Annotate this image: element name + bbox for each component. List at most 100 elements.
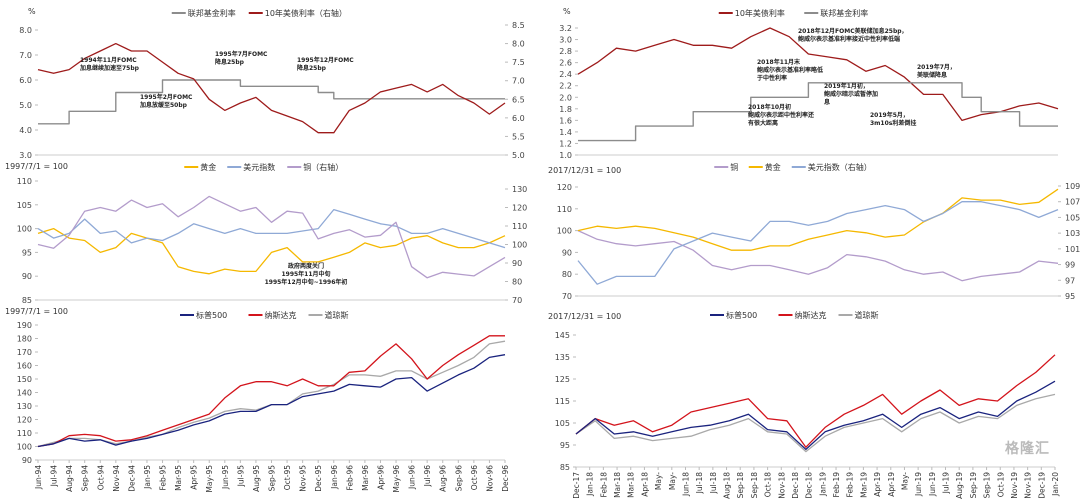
x-tick-label: Jul-18 — [695, 472, 704, 495]
x-tick-label: Jun-19 — [928, 472, 937, 497]
y-left-tick-label: 120 — [557, 183, 572, 192]
y-left-tick-label: 180 — [17, 335, 32, 344]
legend-label: 道琼斯 — [325, 310, 349, 320]
legend-item: 美元指数（右轴） — [791, 162, 872, 172]
y-left-tick-label: 115 — [555, 397, 570, 406]
y-left-tick-label: 125 — [555, 375, 570, 384]
annotation-line: 1995年12月中旬~1996年初 — [265, 278, 348, 286]
x-tick-label: Oct-95 — [283, 465, 292, 490]
legend-label: 标普500 — [726, 310, 757, 320]
y-right-tick-label: 120 — [512, 204, 527, 213]
x-tick-label: Jul-18 — [709, 472, 718, 495]
x-tick-label: Oct-96 — [470, 465, 479, 490]
y-right-tick-label: 109 — [1065, 182, 1080, 191]
x-tick-label: Apr-19 — [887, 472, 896, 497]
legend-label: 黄金 — [200, 162, 216, 172]
x-tick-label: Dec-17 — [572, 472, 581, 499]
series-line-2 — [37, 335, 505, 448]
x-tick-label: Mar-19 — [859, 472, 868, 498]
axis-unit-label: 2017/12/31 = 100 — [548, 312, 621, 321]
annotation: 2018年12月FOMC美联储加息25bp，鲍威尔表示基准利率接近中性利率低端 — [798, 27, 908, 43]
legend-label: 铜（右轴） — [303, 162, 343, 172]
y-left-tick-label: 100 — [17, 225, 32, 234]
series-line-1 — [577, 230, 1059, 282]
annotation-line: 2019年7月， — [917, 63, 956, 71]
y-left-tick-label: 90 — [562, 248, 572, 257]
series-line-2 — [575, 354, 1056, 448]
y-left-tick-label: 110 — [17, 177, 32, 186]
x-tick-label: May-96 — [392, 465, 401, 493]
x-tick-label: Feb-19 — [846, 472, 855, 498]
y-left-tick-label: 135 — [555, 353, 570, 362]
y-right-tick-label: 95 — [1065, 292, 1075, 301]
x-tick-label: Sep-18 — [736, 472, 745, 499]
x-tick-label: Dec-95 — [314, 465, 323, 492]
y-left-tick-label: 90 — [22, 272, 32, 281]
y-left-tick-label: 145 — [555, 331, 570, 340]
legend-label: 美元指数 — [243, 162, 275, 172]
x-tick-label: Apr-95 — [190, 465, 199, 490]
series-line-1 — [38, 79, 505, 125]
x-tick-label: Sep-18 — [750, 472, 759, 499]
x-tick-label: Dec-94 — [127, 465, 136, 492]
y-right-tick-label: 8.0 — [512, 40, 525, 49]
legend-label: 10年美债利率（右轴） — [265, 8, 347, 18]
y-left-tick-label: 2.8 — [559, 47, 572, 56]
x-tick-label: Feb-19 — [832, 472, 841, 498]
legend-item: 纳斯达克 — [778, 310, 827, 320]
x-tick-label: Sep-95 — [268, 465, 277, 492]
legend-item: 纳斯达克 — [248, 310, 297, 320]
x-tick-label: Sep-19 — [983, 472, 992, 499]
annotation-line: 加息继续加速至75bp — [79, 64, 140, 72]
legend-item: 铜（右轴） — [287, 162, 343, 172]
x-tick-label: Nov-19 — [1010, 472, 1019, 499]
y-right-tick-label: 110 — [512, 222, 527, 231]
series-line-1 — [575, 393, 1056, 453]
axis-unit-label: 1997/7/1 = 100 — [5, 307, 68, 316]
y-left-tick-label: 4.0 — [19, 126, 32, 135]
legend-item: 标普500 — [710, 310, 757, 320]
annotation: 2019年5月，3m10s利差倒挂 — [870, 111, 916, 127]
x-tick-label: Aug-96 — [439, 465, 448, 492]
y-right-tick-label: 7.5 — [512, 58, 525, 67]
x-tick-label: Jun-94 — [34, 465, 43, 490]
x-tick-label: Nov-96 — [485, 465, 494, 492]
y-left-tick-label: 3.0 — [19, 151, 32, 160]
y-right-tick-label: 90 — [512, 259, 522, 268]
legend-item: 铜 — [714, 162, 738, 172]
series-line-2 — [578, 82, 1058, 142]
series-line-3 — [577, 201, 1059, 285]
annotation-line: 政府两度关门 — [288, 262, 324, 270]
series-line-2 — [37, 42, 506, 134]
x-tick-label: Jun-18 — [681, 472, 690, 497]
y-right-tick-label: 5.5 — [512, 132, 525, 141]
x-tick-label: Nov-95 — [299, 465, 308, 492]
y-left-tick-label: 110 — [17, 429, 32, 438]
x-tick-label: Sep-19 — [969, 472, 978, 499]
x-tick-label: Aug-19 — [955, 472, 964, 499]
x-tick-label: Dec-96 — [501, 465, 510, 492]
y-left-tick-label: 150 — [17, 375, 32, 384]
x-tick-label: Aug-94 — [65, 465, 74, 492]
annotation-line: 鲍威尔表示基准利率接近中性利率低端 — [798, 35, 900, 43]
x-tick-label: Oct-19 — [996, 472, 1005, 497]
y-left-tick-label: 160 — [17, 362, 32, 371]
y-right-tick-label: 107 — [1065, 198, 1080, 207]
legend-label: 纳斯达克 — [265, 310, 297, 320]
x-tick-label: Jul-96 — [423, 465, 432, 488]
y-left-tick-label: 8.0 — [19, 26, 32, 35]
y-right-tick-label: 70 — [512, 296, 522, 305]
y-left-tick-label: 3.2 — [559, 24, 572, 33]
chart-tr: % 1.0 1.2 1.4 1.6 1.8 2.0 2.2 2.4 2.6 2.8 3.0 3.2 10年… — [559, 7, 1059, 160]
y-left-tick-label: 1.8 — [559, 105, 572, 114]
annotation-line: 3m10s利差倒挂 — [870, 119, 916, 127]
y-left-tick-label: 3.0 — [559, 36, 572, 45]
annotation-line: 息 — [824, 98, 830, 106]
x-tick-label: Aug-18 — [723, 472, 732, 499]
y-right-tick-label: 7.0 — [512, 77, 525, 86]
